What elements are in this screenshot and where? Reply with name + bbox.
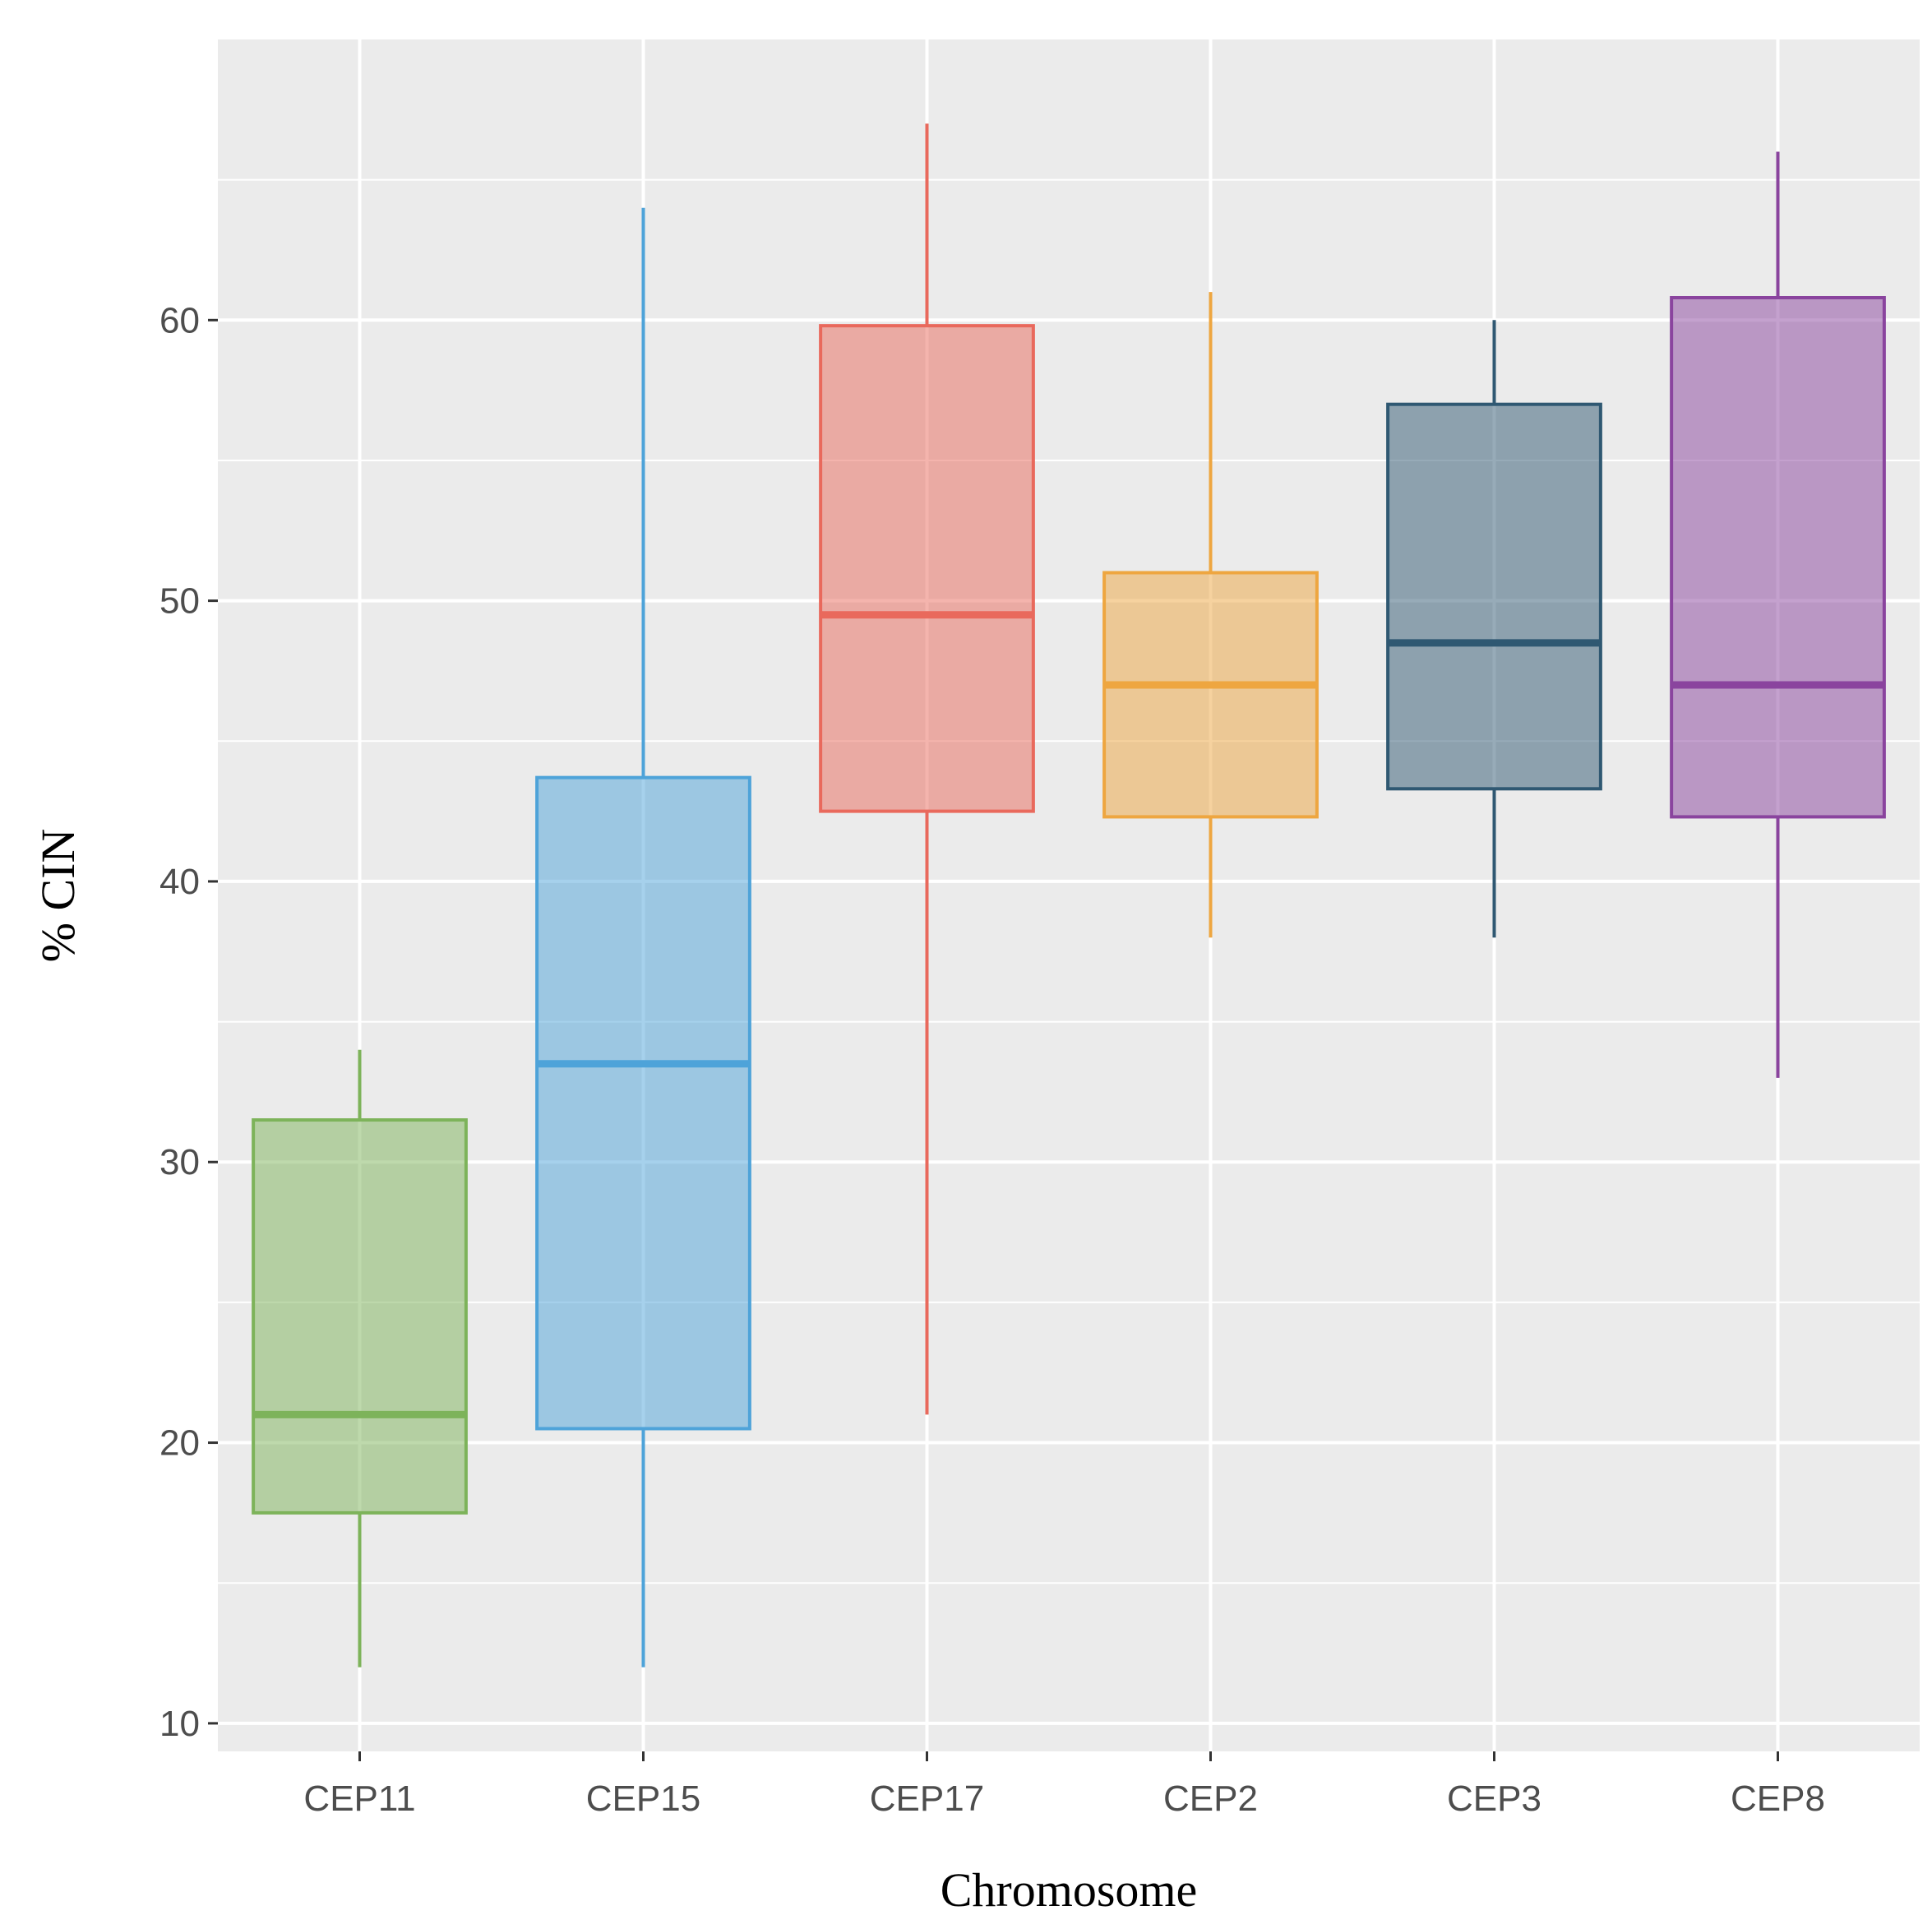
- x-tick-label: CEP17: [870, 1779, 984, 1819]
- box-iqr: [252, 1118, 468, 1515]
- box-cep15: [535, 207, 751, 1668]
- y-tick-label: 60: [159, 300, 200, 340]
- y-tick-label: 50: [159, 581, 200, 622]
- y-axis-title: % CIN: [31, 829, 85, 963]
- x-tick-label: CEP8: [1731, 1779, 1825, 1819]
- box-cep2: [1102, 292, 1319, 938]
- x-tick-label: CEP3: [1447, 1779, 1541, 1819]
- x-axis-title: Chromosome: [941, 1863, 1198, 1917]
- plot-panel: [218, 39, 1920, 1751]
- box-iqr: [1386, 402, 1602, 791]
- y-tick-label: 20: [159, 1423, 200, 1464]
- box-iqr: [1102, 571, 1319, 819]
- x-tick-label: CEP11: [303, 1779, 415, 1819]
- x-tick-label: CEP2: [1163, 1779, 1258, 1819]
- y-tick-label: 40: [159, 862, 200, 902]
- y-tick-label: 30: [159, 1142, 200, 1182]
- box-cep17: [819, 123, 1035, 1415]
- box-iqr: [535, 775, 751, 1431]
- y-tick-label: 10: [159, 1704, 200, 1744]
- box-cep11: [252, 1049, 468, 1668]
- x-tick-label: CEP15: [586, 1779, 700, 1819]
- box-cep3: [1386, 320, 1602, 938]
- box-cep8: [1670, 151, 1886, 1078]
- box-iqr: [1670, 296, 1886, 819]
- box-iqr: [819, 324, 1035, 813]
